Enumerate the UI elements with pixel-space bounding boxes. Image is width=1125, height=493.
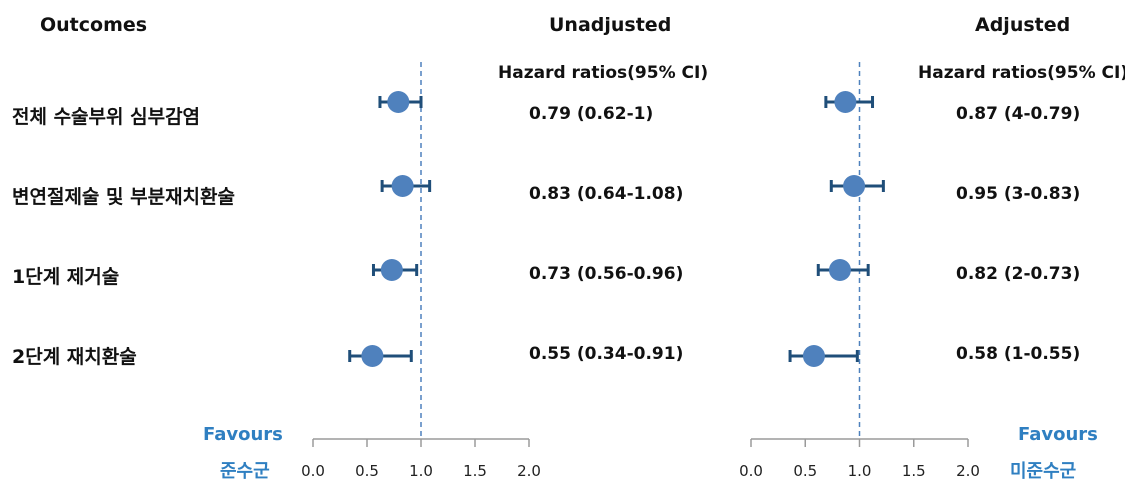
point-estimate <box>843 175 866 197</box>
adjusted-hr-value: 0.82 (2-0.73) <box>956 264 1081 284</box>
favours-right-line1: Favours <box>1018 424 1098 445</box>
point-estimate <box>391 175 414 197</box>
x-tick-label: 2.0 <box>956 462 980 480</box>
outcome-label: 2단계 재치환술 <box>12 346 137 368</box>
outcomes-header: Outcomes <box>40 14 148 36</box>
unadjusted-hr-value: 0.79 (0.62-1) <box>529 104 654 124</box>
unadjusted-hr-value: 0.73 (0.56-0.96) <box>529 264 684 284</box>
x-tick-label: 2.0 <box>517 462 541 480</box>
unadjusted-hr-value: 0.83 (0.64-1.08) <box>529 184 684 204</box>
outcome-label: 변연절제술 및 부분재치환술 <box>12 186 235 208</box>
point-estimate <box>387 91 410 113</box>
point-estimate <box>361 345 384 367</box>
x-tick-label: 1.0 <box>848 462 872 480</box>
favours-right-line2: 미준수군 <box>1010 461 1077 482</box>
unadjusted-header: Unadjusted <box>549 14 672 36</box>
unadjusted-hr-value: 0.55 (0.34-0.91) <box>529 344 684 364</box>
x-tick-label: 0.0 <box>739 462 763 480</box>
adjusted-hr-value: 0.87 (4-0.79) <box>956 104 1081 124</box>
x-tick-label: 1.5 <box>463 462 487 480</box>
point-estimate <box>380 259 403 281</box>
x-tick-label: 1.0 <box>409 462 433 480</box>
adjusted-hr-value: 0.58 (1-0.55) <box>956 344 1081 364</box>
adjusted-hr-value: 0.95 (3-0.83) <box>956 184 1081 204</box>
point-estimate <box>828 259 851 281</box>
favours-left-line2: 준수군 <box>220 461 270 482</box>
outcome-label: 1단계 제거술 <box>12 266 120 288</box>
hr-label-unadjusted: Hazard ratios(95% CI) <box>498 63 709 83</box>
adjusted-header: Adjusted <box>975 14 1071 36</box>
point-estimate <box>834 91 857 113</box>
outcome-label: 전체 수술부위 심부감염 <box>12 106 201 128</box>
x-tick-label: 1.5 <box>902 462 926 480</box>
hr-label-adjusted: Hazard ratios(95% CI) <box>918 63 1125 83</box>
x-tick-label: 0.0 <box>301 462 325 480</box>
x-tick-label: 0.5 <box>793 462 817 480</box>
favours-left-line1: Favours <box>203 424 283 445</box>
x-tick-label: 0.5 <box>355 462 379 480</box>
point-estimate <box>802 345 825 367</box>
